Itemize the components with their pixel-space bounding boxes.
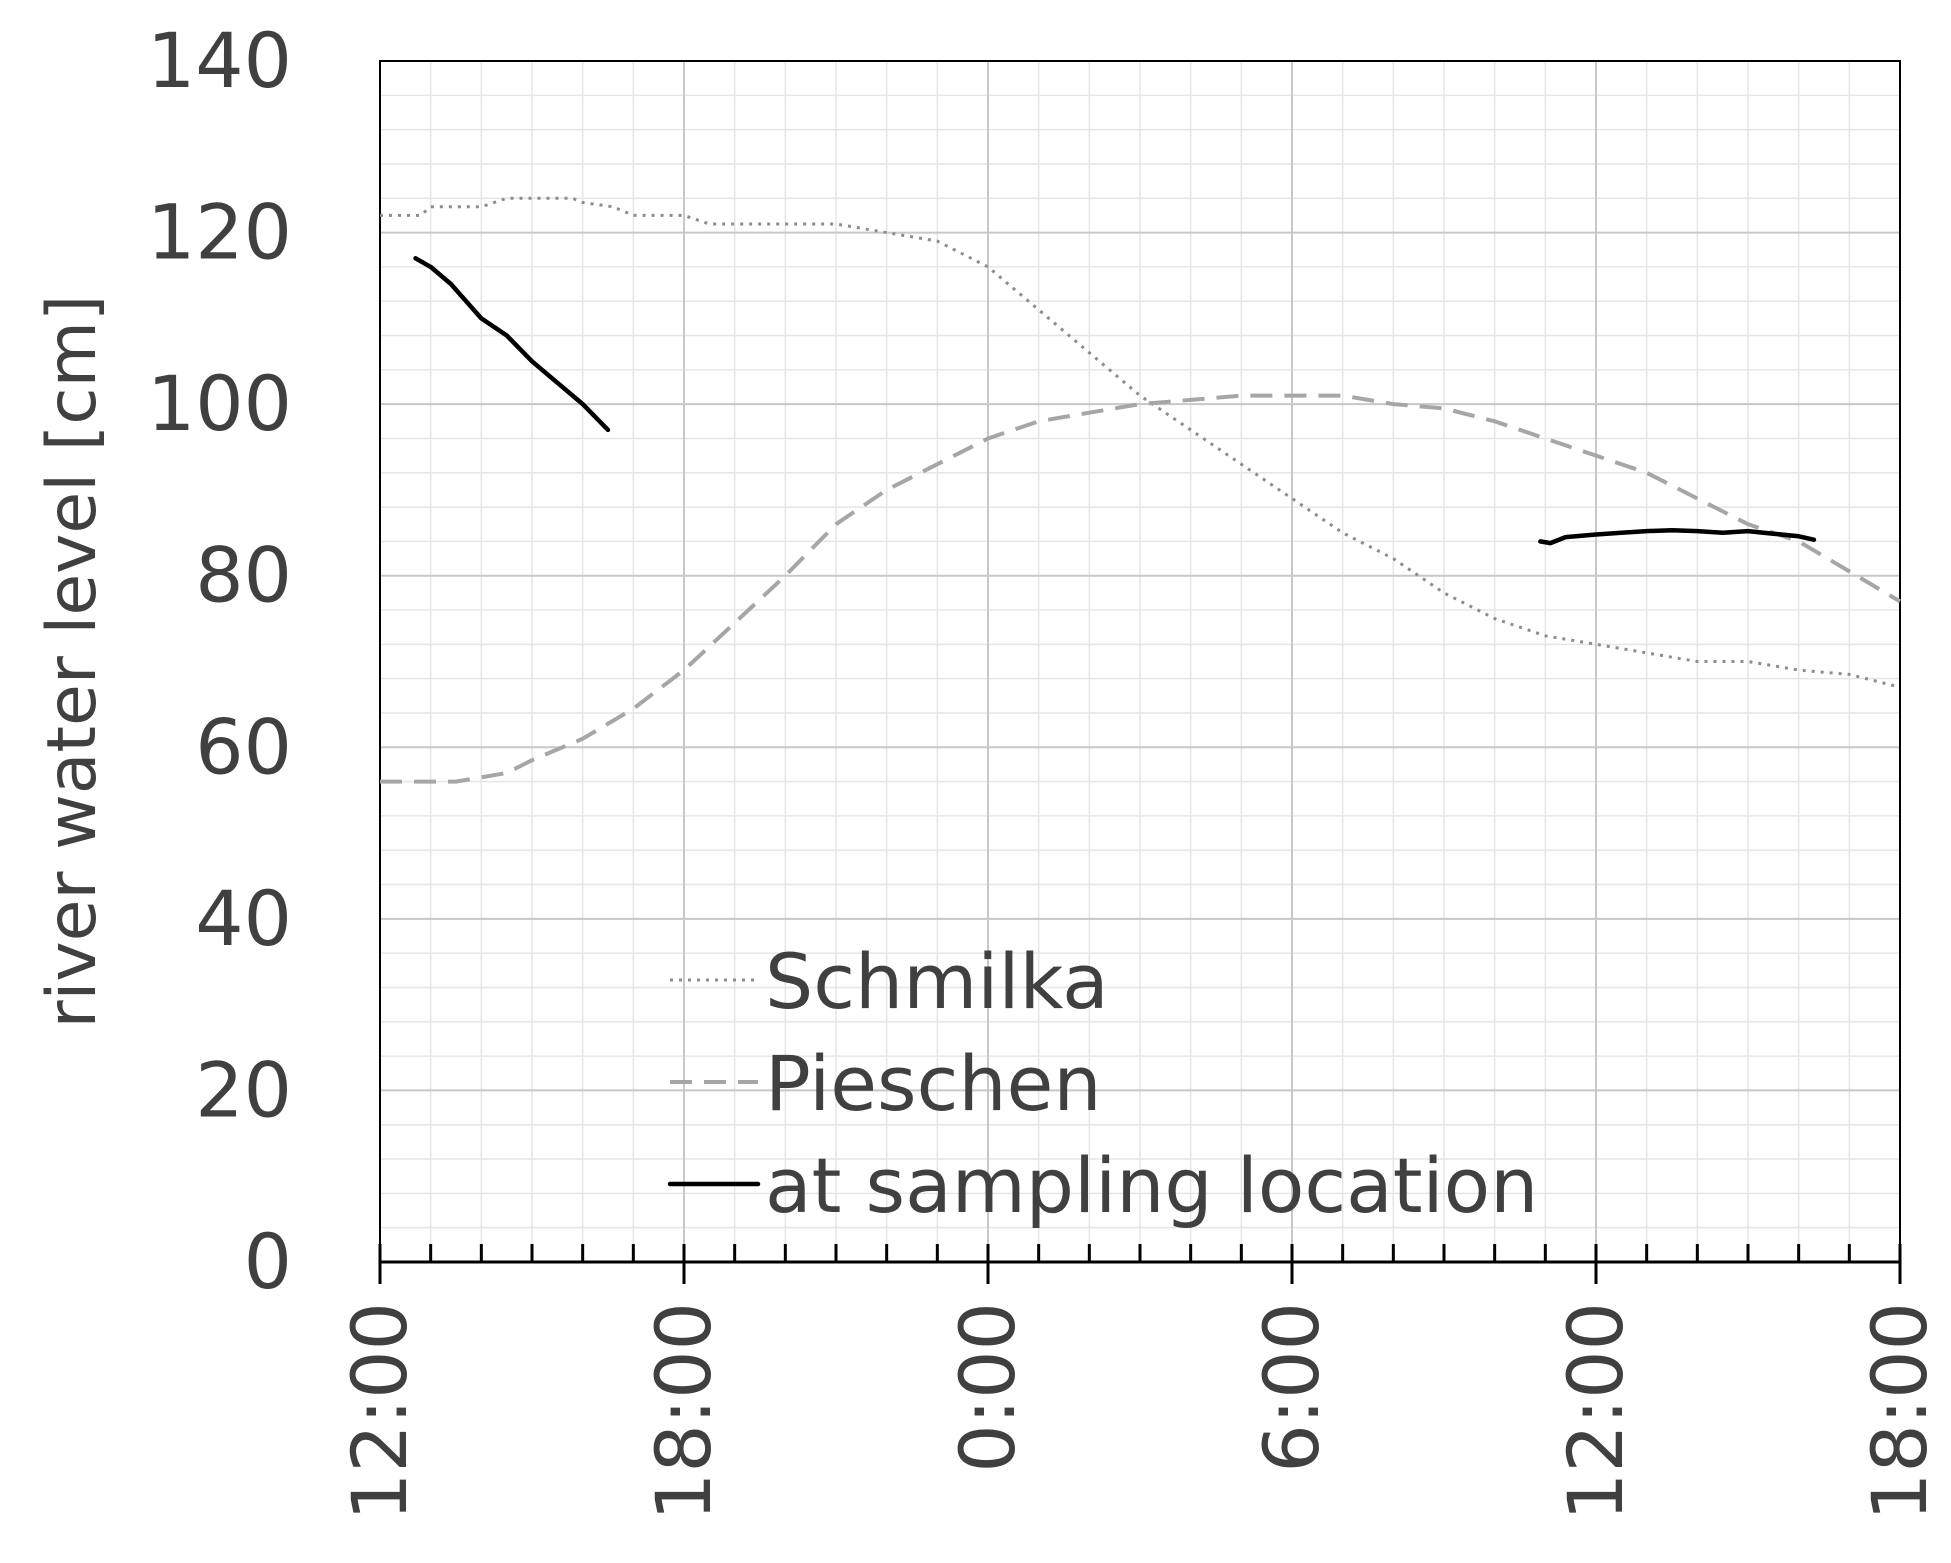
x-tick-label: 12:00 <box>1551 1302 1640 1521</box>
legend-label-at-sampling-location: at sampling location <box>765 1141 1538 1230</box>
x-axis-tick-labels: 12:00 18:00 0:00 6:00 12:00 18:00 <box>335 1302 1944 1521</box>
y-tick-label: 20 <box>195 1045 292 1134</box>
legend: Schmilka Pieschen at sampling location <box>667 937 1538 1230</box>
y-axis-title: river water level [cm] <box>33 295 112 1029</box>
series-line-at-sampling-location-segment-2 <box>1538 527 1817 546</box>
y-tick-label: 120 <box>147 188 292 277</box>
y-axis-tick-labels: 0 20 40 60 80 100 120 140 <box>147 16 292 1306</box>
y-tick-label: 60 <box>195 702 292 791</box>
x-tick-label: 12:00 <box>335 1302 424 1521</box>
y-tick-label: 80 <box>195 531 292 620</box>
series-line-schmilka <box>380 196 1901 689</box>
x-tick-label: 6:00 <box>1247 1302 1336 1473</box>
series-line-pieschen <box>380 393 1902 784</box>
y-tick-label: 40 <box>195 874 292 963</box>
series-line-at-sampling-location-segment-1 <box>413 256 611 433</box>
legend-label-schmilka: Schmilka <box>765 937 1109 1026</box>
x-axis <box>378 1244 1902 1284</box>
legend-label-pieschen: Pieschen <box>765 1039 1102 1128</box>
y-tick-label: 140 <box>147 16 292 105</box>
y-tick-label: 100 <box>147 359 292 448</box>
minor-gridlines <box>379 60 1901 1263</box>
series-layer <box>380 196 1902 784</box>
x-tick-label: 18:00 <box>1855 1302 1944 1521</box>
x-tick-label: 0:00 <box>943 1302 1032 1473</box>
x-tick-label: 18:00 <box>639 1302 728 1521</box>
y-tick-label: 0 <box>244 1217 292 1306</box>
